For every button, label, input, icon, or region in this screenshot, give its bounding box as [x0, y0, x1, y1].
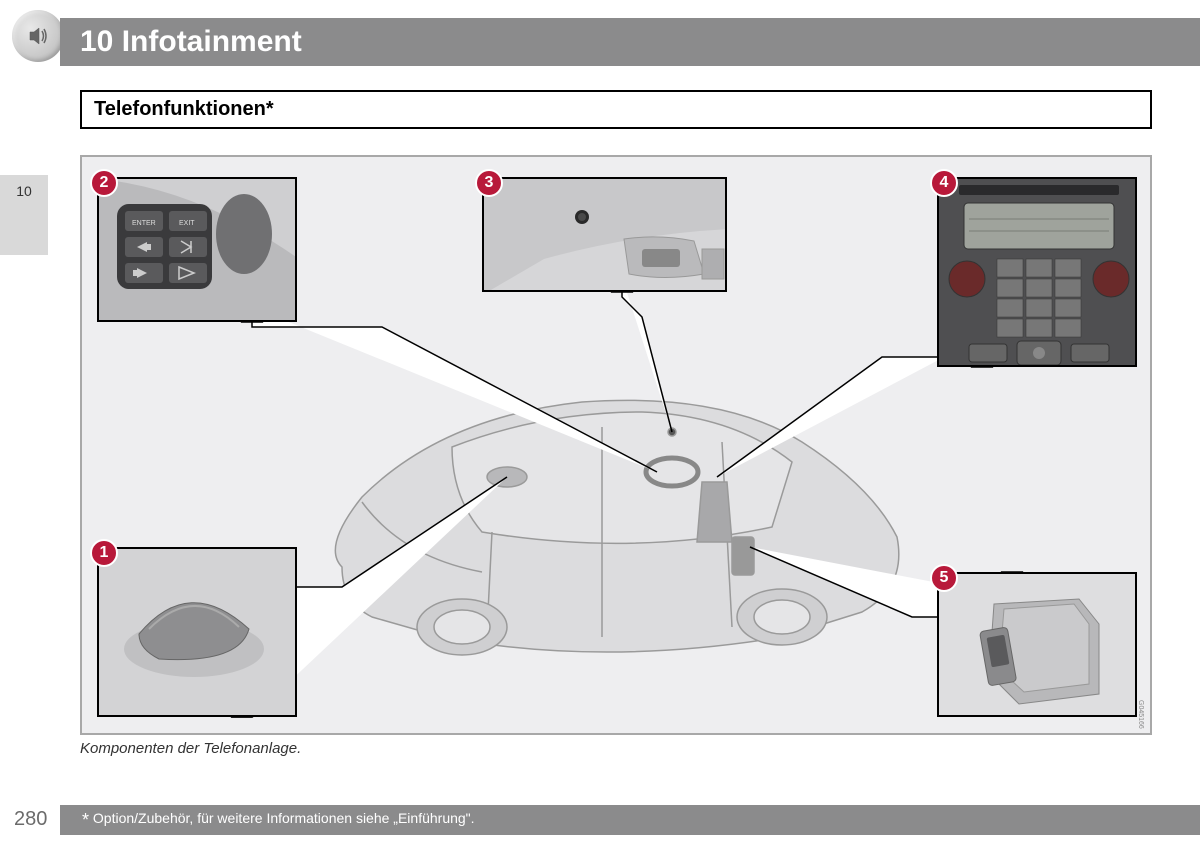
car-illustration — [302, 357, 922, 677]
svg-text:EXIT: EXIT — [179, 220, 195, 227]
callout-1-antenna — [97, 547, 297, 717]
callout-2-steering-keypad: ENTER EXIT — [97, 177, 297, 322]
section-title-box: Telefonfunktionen* — [80, 90, 1152, 129]
page-number: 280 — [14, 808, 47, 831]
badge-4: 4 — [930, 169, 958, 197]
section-title: Telefonfunktionen* — [94, 98, 1138, 121]
diagram-caption: Komponenten der Telefonanlage. — [80, 740, 301, 757]
chapter-header: 10 Infotainment — [60, 18, 1200, 66]
callout-4-console — [937, 177, 1137, 367]
badge-1: 1 — [90, 539, 118, 567]
badge-2: 2 — [90, 169, 118, 197]
badge-3: 3 — [475, 169, 503, 197]
callout-5-holder — [937, 572, 1137, 717]
chapter-title: 10 Infotainment — [80, 25, 302, 59]
image-code: G045166 — [1137, 700, 1144, 729]
svg-text:ENTER: ENTER — [132, 220, 156, 227]
side-chapter-tab: 10 — [0, 175, 48, 255]
speaker-icon — [12, 10, 64, 62]
diagram-frame: 1 ENTER EXIT 2 — [80, 155, 1152, 735]
side-tab-number: 10 — [16, 183, 32, 199]
footer-bar: * Option/Zubehör, für weitere Informatio… — [60, 805, 1200, 835]
badge-5: 5 — [930, 564, 958, 592]
callout-3-microphone — [482, 177, 727, 292]
footer-note: * Option/Zubehör, für weitere Informatio… — [82, 810, 475, 831]
